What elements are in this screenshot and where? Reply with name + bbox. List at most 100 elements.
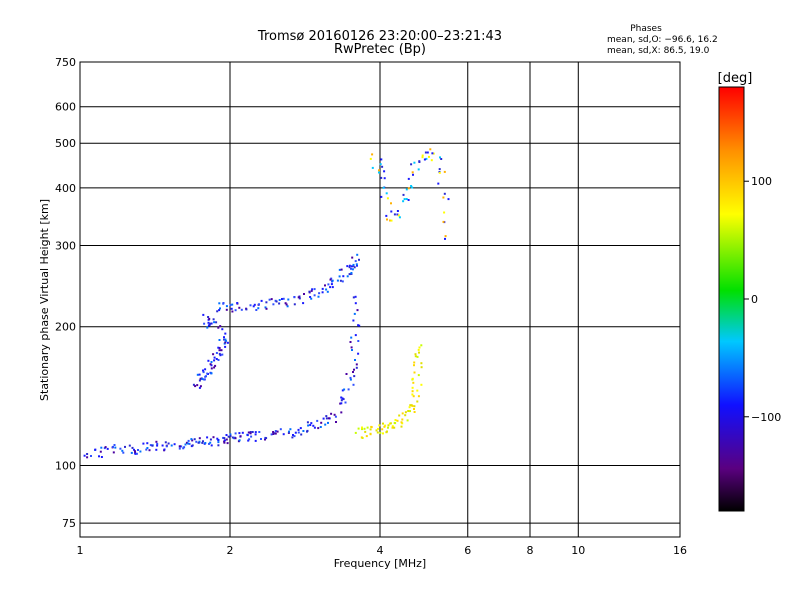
data-point [320,421,323,424]
data-point [106,447,109,450]
data-point [382,432,384,435]
data-point [178,447,181,450]
data-point [206,326,209,329]
data-point [378,171,380,174]
data-point [209,322,212,325]
data-point [216,310,219,313]
data-point [234,309,237,312]
x-tick-label: 1 [77,544,84,557]
data-point [351,268,354,271]
data-point [383,170,386,173]
data-point [370,425,373,428]
data-point [204,375,207,378]
y-tick-label: 75 [62,517,76,530]
data-point [218,339,221,341]
data-point [246,434,249,437]
data-point [217,326,220,329]
data-point [426,151,429,154]
data-point [303,293,305,295]
x-tick-label: 6 [464,544,471,557]
data-point [394,419,397,421]
chart-subtitle: RwPretec (Bp) [334,42,426,57]
data-point [264,438,266,441]
data-point [327,421,329,424]
data-point [133,448,135,451]
data-point [210,367,213,370]
stats-line-o: mean, sd,O: −96.6, 16.2 [607,35,718,45]
data-point [100,446,103,449]
data-point [274,430,277,432]
data-point [184,443,187,446]
data-point [223,336,225,339]
chart-title: Tromsø 20160126 23:20:00–23:21:43 [257,29,502,44]
data-point [210,372,213,375]
data-point [410,185,413,187]
data-point [222,436,225,439]
data-point [355,263,358,266]
data-point [306,429,309,432]
data-point [297,428,300,431]
data-point [358,258,360,261]
data-point [167,442,170,445]
data-point [403,198,406,201]
data-point [223,439,226,442]
data-point [383,425,386,428]
data-point [201,378,204,381]
data-point [386,197,389,200]
data-point [356,253,359,256]
data-point [139,450,142,453]
data-point [155,448,158,451]
data-point [411,404,414,407]
data-point [313,294,316,297]
data-point [348,273,351,276]
data-point [213,321,216,324]
y-tick-label: 400 [55,182,76,195]
data-point [326,290,329,293]
data-point [357,324,360,327]
data-point [218,347,221,349]
data-point [212,436,215,439]
data-point [272,433,275,435]
data-point [424,151,427,154]
data-point [276,430,279,433]
y-tick-label: 200 [55,321,76,334]
data-point [217,359,220,361]
data-point [387,426,389,429]
data-point [340,402,343,405]
data-point [238,306,241,309]
data-point [333,413,336,416]
data-point [407,177,410,180]
data-point [229,433,232,436]
data-point [311,288,314,291]
data-point [352,371,354,373]
data-point [247,439,250,442]
data-point [413,411,416,413]
data-point [255,309,258,311]
data-point [402,193,405,196]
data-point [354,302,357,305]
data-point [185,441,188,444]
data-point [349,341,352,343]
data-point [221,328,224,331]
data-point [207,359,210,362]
data-point [215,321,218,324]
data-point [197,441,200,444]
data-point [202,440,204,443]
data-point [327,417,330,420]
data-point [365,435,368,438]
data-point [379,163,382,166]
data-point [416,355,419,358]
data-point [324,284,326,287]
data-points [83,148,450,459]
data-point [137,449,139,451]
data-point [124,445,126,448]
data-point [134,450,136,453]
data-point [363,427,366,430]
data-point [377,427,379,430]
y-tick-label: 300 [55,240,76,253]
data-point [270,433,273,436]
data-point [223,440,226,443]
data-point [309,424,312,426]
data-point [375,429,378,432]
data-point [191,439,194,442]
